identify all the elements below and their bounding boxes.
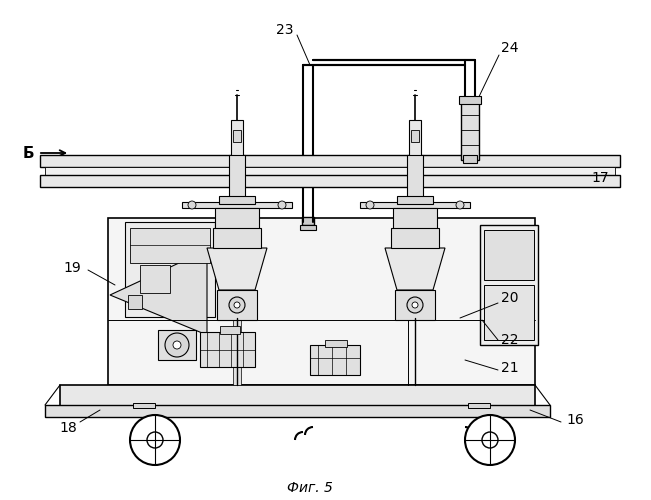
Bar bbox=[220, 326, 240, 334]
Bar bbox=[395, 290, 435, 320]
Bar bbox=[300, 225, 316, 230]
Bar bbox=[125, 222, 215, 317]
Text: 17: 17 bbox=[591, 171, 609, 185]
Bar bbox=[108, 218, 535, 385]
Circle shape bbox=[407, 297, 423, 313]
Polygon shape bbox=[110, 250, 207, 335]
Circle shape bbox=[173, 341, 181, 349]
Text: 24: 24 bbox=[501, 41, 519, 55]
Text: 21: 21 bbox=[501, 361, 519, 375]
Text: 20: 20 bbox=[501, 291, 519, 305]
Bar bbox=[229, 155, 245, 200]
Text: Фиг. 5: Фиг. 5 bbox=[287, 481, 333, 495]
Bar bbox=[217, 290, 257, 320]
Bar bbox=[233, 218, 241, 385]
Text: 22: 22 bbox=[501, 333, 519, 347]
Circle shape bbox=[366, 201, 374, 209]
Bar bbox=[463, 155, 477, 163]
Bar bbox=[310, 345, 360, 375]
Bar bbox=[40, 155, 620, 167]
Bar bbox=[397, 196, 433, 204]
Bar bbox=[158, 330, 196, 360]
Circle shape bbox=[165, 333, 189, 357]
Circle shape bbox=[465, 415, 515, 465]
Circle shape bbox=[229, 297, 245, 313]
Circle shape bbox=[147, 432, 163, 448]
Text: 18: 18 bbox=[59, 421, 77, 435]
Bar bbox=[182, 202, 292, 208]
Circle shape bbox=[130, 415, 180, 465]
Bar bbox=[219, 196, 255, 204]
Bar bbox=[461, 100, 479, 160]
Circle shape bbox=[278, 201, 286, 209]
Circle shape bbox=[482, 432, 498, 448]
Bar bbox=[140, 265, 170, 293]
Circle shape bbox=[412, 302, 418, 308]
Bar bbox=[393, 208, 437, 230]
Bar bbox=[484, 230, 534, 280]
Text: 23: 23 bbox=[276, 23, 294, 37]
Bar bbox=[231, 120, 243, 158]
Bar bbox=[233, 130, 241, 142]
Circle shape bbox=[188, 201, 196, 209]
Circle shape bbox=[234, 302, 240, 308]
Bar bbox=[468, 403, 490, 408]
Polygon shape bbox=[207, 248, 267, 290]
Bar bbox=[45, 405, 550, 417]
Bar bbox=[302, 217, 314, 225]
Bar bbox=[130, 228, 210, 263]
Bar bbox=[60, 385, 535, 407]
Polygon shape bbox=[303, 60, 475, 65]
Bar bbox=[409, 120, 421, 158]
Circle shape bbox=[456, 201, 464, 209]
Bar bbox=[45, 167, 615, 175]
Polygon shape bbox=[385, 248, 445, 290]
Bar bbox=[325, 340, 347, 347]
Bar bbox=[128, 295, 142, 309]
Text: 16: 16 bbox=[566, 413, 584, 427]
Bar bbox=[133, 403, 155, 408]
Bar bbox=[407, 155, 423, 200]
Bar bbox=[213, 228, 261, 248]
Bar bbox=[459, 96, 481, 104]
Text: 19: 19 bbox=[63, 261, 81, 275]
Bar bbox=[40, 175, 620, 187]
Bar bbox=[391, 228, 439, 248]
Bar bbox=[360, 202, 470, 208]
Text: Б: Б bbox=[22, 146, 34, 160]
Bar bbox=[480, 225, 538, 345]
Bar bbox=[484, 285, 534, 340]
Bar bbox=[411, 130, 419, 142]
Bar bbox=[215, 208, 259, 230]
Bar bbox=[200, 332, 255, 367]
